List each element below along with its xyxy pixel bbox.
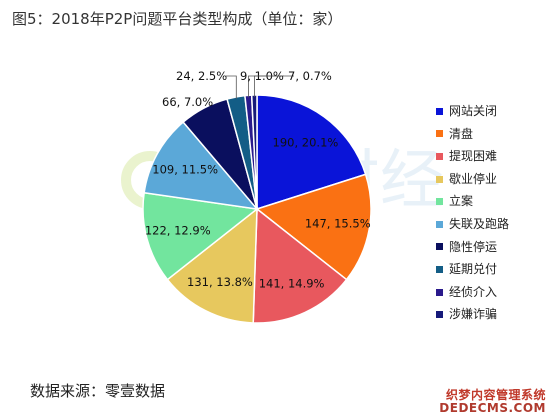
slice-label: 141, 14.9% [259, 276, 325, 290]
legend-item: 清盘 [436, 123, 509, 146]
legend-item: 隐性停运 [436, 236, 509, 259]
legend-item: 歇业停业 [436, 168, 509, 191]
legend-item: 涉嫌诈骗 [436, 303, 509, 326]
slice-label: 147, 15.5% [305, 217, 371, 231]
pie-slice [142, 191, 259, 281]
legend-swatch [436, 130, 443, 138]
site-badge: 织梦内容管理系统 DEDECMS.COM [428, 389, 546, 416]
legend-label: 立案 [449, 194, 474, 209]
slice-label: 24, 2.5% [176, 69, 227, 83]
slice-label: 7, 0.7% [288, 69, 332, 83]
pie-labels: 190, 20.1% 147, 15.5% 141, 14.9% 131, 13.8%… [145, 69, 371, 290]
slice-label: 109, 11.5% [152, 162, 218, 176]
legend-swatch [436, 198, 443, 206]
slice-label: 122, 12.9% [145, 223, 211, 237]
legend-label: 失联及跑路 [449, 216, 510, 231]
legend-label: 经侦介入 [449, 284, 498, 299]
legend-item: 提现困难 [436, 145, 509, 168]
pie-slice [255, 173, 372, 281]
slice-label: 131, 13.8% [187, 275, 253, 289]
pie-slice [252, 207, 348, 324]
pie-slice [166, 207, 258, 324]
legend-label: 提现困难 [449, 149, 498, 164]
pie-slice [143, 121, 259, 211]
legend-item: 立案 [436, 190, 509, 213]
chart-legend: 网站关闭清盘提现困难歇业停业立案失联及跑路隐性停运延期兑付经侦介入涉嫌诈骗 [436, 100, 509, 326]
legend-item: 经侦介入 [436, 281, 509, 304]
badge-line1: 织梦内容管理系统 [445, 388, 546, 402]
legend-label: 网站关闭 [449, 104, 498, 118]
legend-label: 清盘 [449, 126, 474, 141]
legend-swatch [436, 152, 443, 160]
legend-label: 歇业停业 [449, 171, 498, 186]
legend-swatch [436, 243, 443, 251]
legend-label: 隐性停运 [449, 239, 498, 254]
legend-label: 涉嫌诈骗 [449, 307, 498, 322]
slice-label: 190, 20.1% [273, 136, 339, 150]
legend-item: 失联及跑路 [436, 213, 509, 236]
badge-line2: DEDECMS.COM [439, 401, 546, 415]
legend-swatch [436, 288, 443, 296]
legend-swatch [436, 220, 443, 228]
legend-swatch [436, 265, 443, 273]
leader-line [253, 75, 284, 98]
slice-label: 66, 7.0% [162, 95, 213, 109]
pie-slice [256, 94, 367, 211]
legend-item: 延期兑付 [436, 258, 509, 281]
legend-swatch [436, 107, 443, 115]
legend-label: 延期兑付 [449, 262, 498, 277]
legend-swatch [436, 175, 443, 183]
leader-line [226, 75, 237, 99]
legend-item: 网站关闭 [436, 100, 509, 123]
pie-slices [142, 94, 372, 324]
legend-swatch [436, 311, 443, 319]
chart-title: 图5：2018年P2P问题平台类型构成（单位：家） [12, 10, 343, 28]
source-note: 数据来源：零壹数据 [30, 382, 166, 400]
